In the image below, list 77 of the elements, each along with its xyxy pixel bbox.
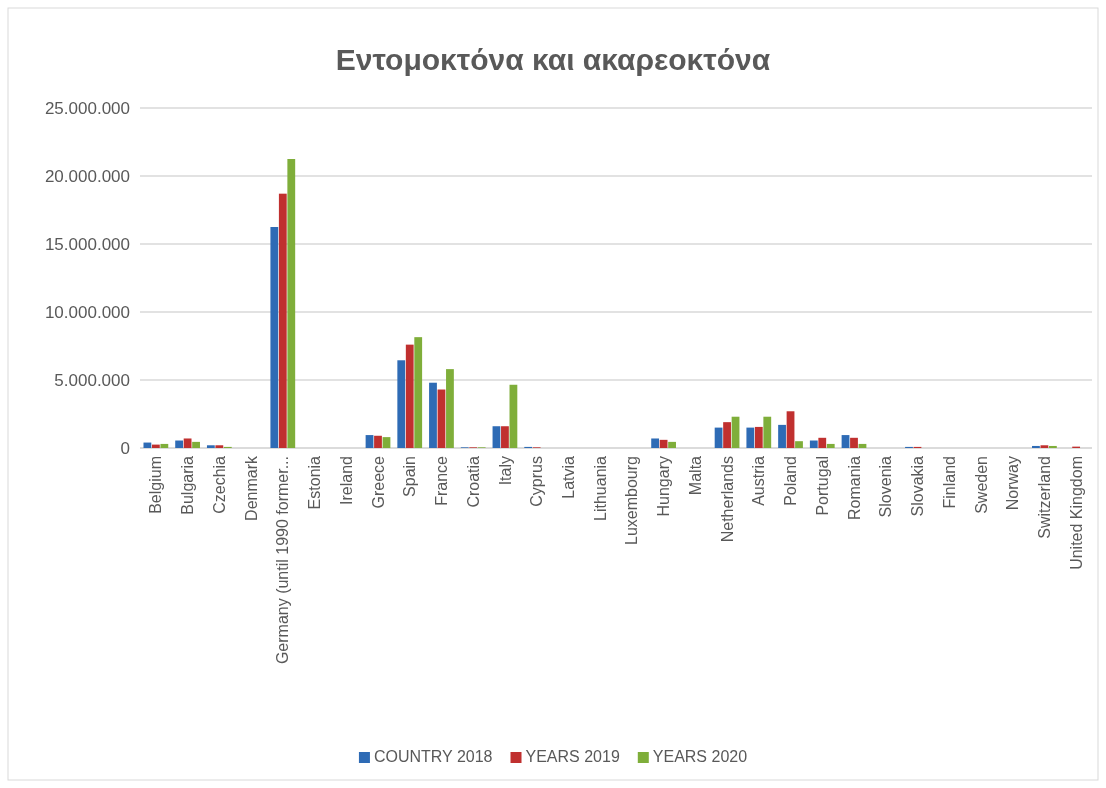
- y-tick-label: 20.000.000: [44, 166, 130, 186]
- bar: [206, 445, 215, 448]
- bar: [786, 411, 795, 448]
- bar: [778, 424, 786, 448]
- bar: [723, 422, 731, 448]
- x-tick-label: United Kingdom: [1067, 456, 1085, 570]
- bar: [651, 438, 660, 448]
- legend-label: YEARS 2019: [525, 748, 620, 765]
- y-tick-label: 10.000.000: [44, 302, 130, 322]
- x-tick-label: Germany (until 1990 former...: [274, 456, 292, 665]
- bar: [405, 344, 414, 448]
- x-tick-label: Greece: [369, 455, 387, 509]
- bar: [215, 445, 224, 448]
- bar: [1032, 445, 1040, 448]
- x-tick-label: Poland: [782, 456, 800, 506]
- x-tick-label: Estonia: [306, 455, 324, 510]
- y-tick-label: 0: [120, 438, 130, 458]
- bar: [850, 437, 858, 448]
- x-tick-label: Slovenia: [877, 455, 895, 518]
- x-tick-label: France: [433, 455, 451, 506]
- bar: [501, 426, 509, 448]
- x-tick-label: Belgium: [147, 456, 165, 514]
- x-tick-label: Norway: [1004, 456, 1022, 511]
- bar: [183, 438, 192, 448]
- x-tick-label: Lithuania: [591, 455, 609, 521]
- x-tick-label: Hungary: [655, 456, 673, 517]
- chart-title: Εντομοκτόνα και ακαρεοκτόνα: [335, 43, 771, 76]
- bar: [429, 382, 437, 448]
- x-tick-label: Czechia: [210, 455, 228, 514]
- x-tick-label: Bulgaria: [179, 455, 197, 515]
- x-tick-label: Romania: [845, 455, 863, 521]
- legend-label: COUNTRY 2018: [373, 748, 493, 765]
- x-tick-label: Malta: [686, 455, 704, 496]
- bar: [397, 360, 406, 448]
- bar: [143, 442, 152, 448]
- x-tick-label: Italy: [496, 456, 514, 486]
- bar: [668, 441, 676, 448]
- y-tick-label: 25.000.000: [44, 98, 130, 118]
- bar: [374, 435, 382, 448]
- bar: [763, 416, 772, 448]
- bar: [492, 426, 501, 448]
- bar: [287, 159, 296, 448]
- x-tick-label: Latvia: [560, 455, 577, 499]
- x-tick-label: Sweden: [972, 456, 990, 514]
- x-tick-label: Austria: [750, 455, 768, 506]
- bar: [365, 435, 374, 448]
- bar: [270, 227, 279, 448]
- x-tick-label: Slovakia: [909, 455, 927, 517]
- y-tick-label: 15.000.000: [44, 234, 130, 254]
- x-tick-label: Finland: [940, 456, 958, 509]
- x-tick-label: Luxembourg: [623, 456, 641, 545]
- x-tick-label: Switzerland: [1036, 456, 1053, 539]
- bar: [809, 440, 818, 448]
- bar: [754, 426, 763, 448]
- y-tick-label: 5.000.000: [54, 370, 130, 390]
- bar: [795, 441, 803, 448]
- bar: [826, 443, 835, 448]
- x-tick-label: Netherlands: [718, 456, 736, 543]
- bar: [414, 337, 423, 448]
- bar: [382, 437, 391, 448]
- x-tick-label: Spain: [401, 456, 419, 497]
- x-tick-label: Portugal: [813, 456, 831, 516]
- bar: [278, 193, 287, 448]
- bar: [841, 435, 850, 448]
- bar: [1040, 445, 1049, 448]
- x-tick-label: Cyprus: [528, 456, 546, 507]
- x-tick-label: Croatia: [464, 455, 482, 508]
- bar: [446, 369, 454, 448]
- bar: [160, 443, 169, 448]
- x-tick-label: Denmark: [242, 455, 260, 521]
- bar: [175, 440, 184, 448]
- legend-label: YEARS 2020: [652, 748, 748, 765]
- x-tick-label: Ireland: [337, 456, 355, 505]
- bar: [192, 441, 200, 448]
- bar: [746, 427, 755, 448]
- bar: [1048, 445, 1057, 448]
- bar: [818, 437, 827, 448]
